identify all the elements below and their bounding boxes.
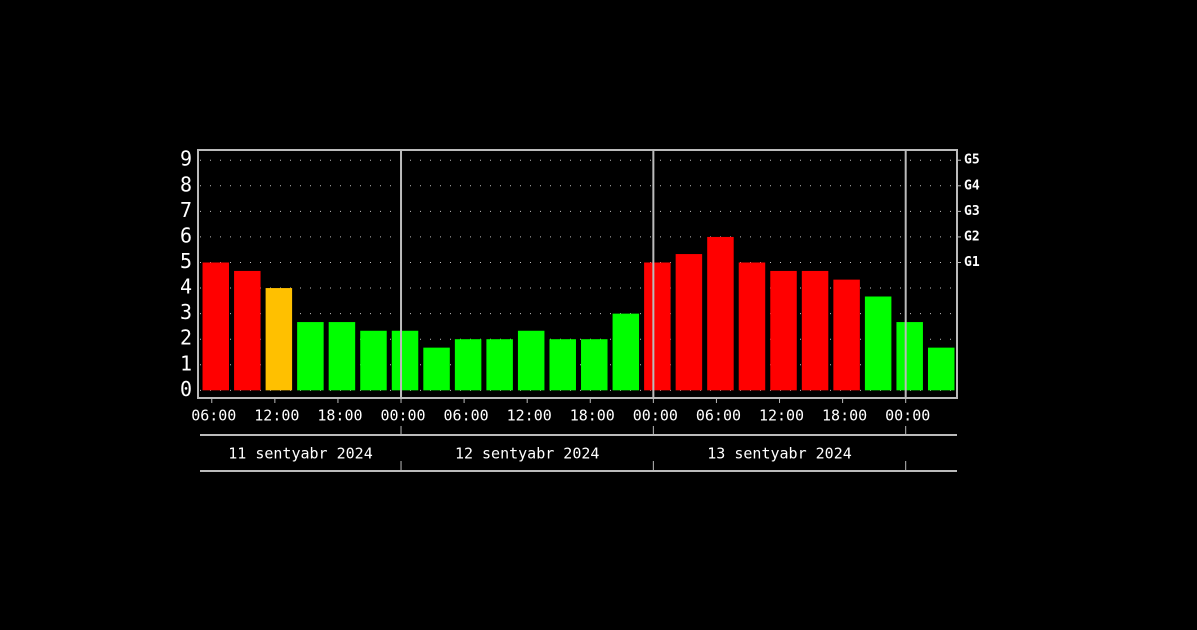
x-tick-label: 18:00 — [822, 407, 867, 425]
bar — [454, 339, 482, 391]
bar — [675, 254, 703, 391]
x-tick-label: 18:00 — [570, 407, 615, 425]
x-tick-label: 12:00 — [507, 407, 552, 425]
bar — [328, 322, 356, 391]
bar — [612, 313, 640, 391]
x-tick-label: 18:00 — [317, 407, 362, 425]
y2-tick-label: G5 — [964, 153, 980, 168]
bar — [644, 262, 671, 391]
bar — [234, 270, 261, 391]
bar — [297, 322, 324, 391]
x-tick-label: 00:00 — [885, 407, 930, 425]
x-tick-label: 12:00 — [759, 407, 804, 425]
y-tick-label: 1 — [180, 351, 192, 375]
bar — [581, 339, 608, 391]
bar — [864, 296, 892, 391]
y-tick-label: 5 — [180, 249, 192, 273]
bar — [927, 347, 955, 391]
date-label: 11 sentyabr 2024 — [228, 445, 373, 463]
x-tick-label: 00:00 — [380, 407, 425, 425]
y2-tick-label: G4 — [964, 178, 980, 193]
date-label: 12 sentyabr 2024 — [455, 445, 600, 463]
bar — [801, 270, 829, 391]
bar — [391, 330, 419, 391]
y-tick-label: 6 — [180, 223, 192, 247]
bar — [360, 330, 387, 391]
x-tick-label: 12:00 — [254, 407, 299, 425]
bar — [423, 347, 450, 391]
bar — [770, 270, 797, 391]
x-tick-label: 06:00 — [444, 407, 489, 425]
y-tick-label: 9 — [180, 147, 192, 171]
y2-tick-label: G1 — [964, 255, 980, 270]
bar — [517, 330, 545, 391]
y-tick-label: 8 — [180, 172, 192, 196]
bar — [486, 339, 513, 391]
bar — [896, 322, 923, 391]
bar — [707, 236, 734, 391]
y-tick-label: 7 — [180, 198, 192, 222]
date-label: 13 sentyabr 2024 — [707, 445, 852, 463]
bar — [549, 339, 576, 391]
y2-tick-label: G3 — [964, 204, 980, 219]
y2-tick-label: G2 — [964, 229, 980, 244]
y-tick-label: 0 — [180, 377, 192, 401]
x-tick-label: 06:00 — [191, 407, 236, 425]
y-tick-label: 4 — [180, 275, 192, 299]
bar — [738, 262, 766, 391]
bar — [202, 262, 230, 391]
plot-frame — [197, 149, 958, 399]
x-tick-label: 06:00 — [696, 407, 741, 425]
bar — [265, 288, 293, 391]
bar — [833, 279, 860, 391]
y-tick-label: 2 — [180, 326, 192, 350]
y-tick-label: 3 — [180, 300, 192, 324]
x-tick-label: 00:00 — [633, 407, 678, 425]
